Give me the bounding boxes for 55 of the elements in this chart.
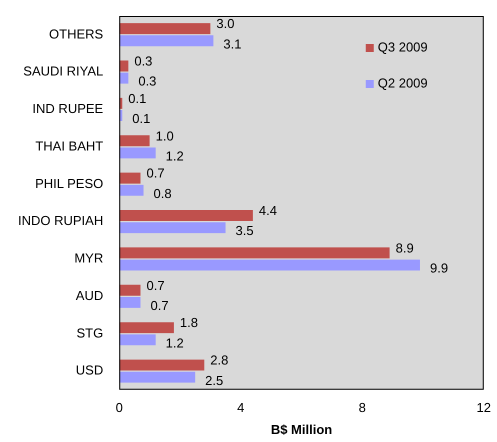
bar	[119, 147, 156, 158]
data-label: 0.1	[132, 111, 150, 126]
data-label: 0.7	[150, 298, 169, 313]
x-tick-label: 4	[237, 400, 244, 416]
data-label: 9.9	[430, 260, 448, 276]
bar	[119, 60, 128, 72]
y-tick-label: INDO RUPIAH	[18, 213, 104, 228]
bar	[119, 172, 140, 184]
data-label: 1.0	[156, 128, 174, 144]
data-label: 0.7	[146, 166, 165, 181]
bar	[119, 135, 150, 146]
bar	[119, 334, 156, 346]
data-label: 0.8	[154, 186, 172, 201]
y-tick-label: SAUDI RIYAL	[23, 64, 104, 79]
data-label: 2.5	[205, 372, 224, 388]
data-label: 4.4	[258, 203, 277, 218]
y-tick-label: THAI BAHT	[35, 138, 104, 154]
x-axis-title: B$ Million	[270, 422, 332, 437]
bar	[119, 184, 144, 196]
bar	[119, 372, 196, 383]
bar	[119, 360, 204, 371]
data-label: 2.8	[210, 352, 228, 368]
bar	[119, 23, 210, 34]
data-label: 1.2	[166, 148, 184, 164]
data-label: 0.1	[128, 90, 146, 106]
y-tick-label: MYR	[74, 250, 104, 266]
y-tick-label: IND RUPEE	[32, 101, 104, 116]
y-tick-label: AUD	[76, 288, 104, 303]
y-tick-label: OTHERS	[49, 26, 104, 42]
data-label: 3.0	[216, 16, 234, 32]
bar	[119, 296, 140, 308]
data-label: 3.5	[236, 223, 254, 238]
x-tick-label: 8	[358, 400, 366, 416]
x-tick-label: 12	[476, 400, 492, 416]
bar	[119, 247, 390, 258]
data-label: 0.3	[138, 74, 156, 89]
data-label: 1.8	[180, 315, 198, 330]
y-tick-label: USD	[76, 362, 104, 378]
data-label: 0.7	[146, 278, 165, 293]
data-label: 3.1	[223, 36, 242, 52]
bar	[119, 210, 253, 221]
data-label: 1.2	[166, 335, 184, 350]
bar	[119, 260, 420, 271]
y-tick-label: PHIL PESO	[35, 176, 104, 191]
bar	[119, 222, 226, 234]
legend-label: Q2 2009	[378, 76, 428, 91]
bar	[119, 35, 214, 46]
data-label: 8.9	[396, 240, 414, 256]
y-tick-label: STG	[76, 325, 104, 340]
data-label: 0.3	[134, 54, 152, 69]
bar	[119, 72, 128, 84]
bar	[119, 284, 140, 296]
bar	[119, 322, 174, 334]
x-tick-label: 0	[116, 400, 123, 416]
legend-label: Q3 2009	[378, 40, 428, 55]
